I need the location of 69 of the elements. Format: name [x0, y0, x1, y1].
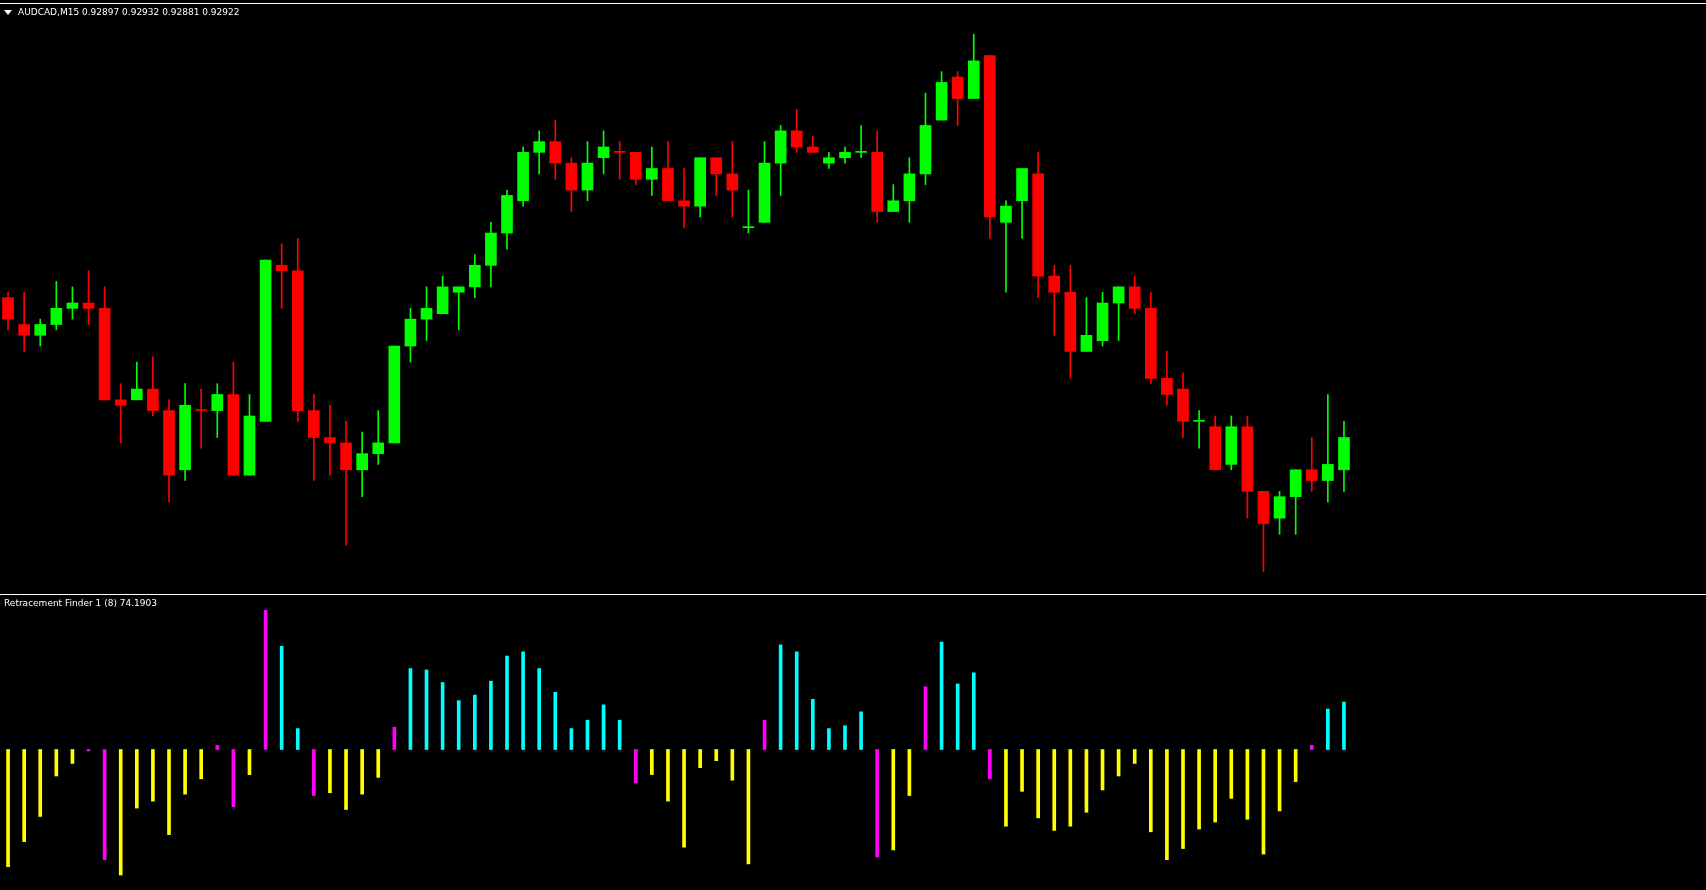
bar [875, 749, 880, 858]
bar [1342, 701, 1346, 750]
candlestick [324, 404, 336, 476]
bar [1229, 749, 1234, 799]
bar [199, 749, 204, 780]
candlestick [678, 168, 690, 229]
bar [134, 749, 139, 809]
bar [891, 749, 896, 851]
bar [698, 749, 702, 768]
candlestick [18, 291, 30, 352]
bar [1165, 749, 1169, 861]
candlestick [855, 125, 867, 159]
bar [714, 749, 719, 761]
bar [810, 698, 815, 750]
bar [295, 728, 300, 750]
bar [1052, 749, 1057, 831]
candlestick [1193, 410, 1205, 449]
bar [344, 749, 348, 810]
bar [6, 749, 10, 868]
candlestick [1000, 200, 1012, 293]
candlestick [114, 383, 127, 444]
bar [328, 749, 332, 794]
bar [553, 691, 558, 750]
bar [183, 749, 187, 795]
bar [151, 749, 155, 802]
chart-title: AUDCAD,M15 0.92897 0.92932 0.92881 0.92922 [18, 7, 240, 17]
candlestick [1048, 265, 1061, 336]
bar [472, 694, 477, 750]
bar [489, 680, 493, 750]
bar [650, 749, 654, 775]
bar [827, 728, 831, 750]
bar [1020, 749, 1024, 792]
candlestick [646, 146, 658, 196]
bar [633, 749, 638, 784]
candlestick [452, 286, 465, 331]
bar [376, 749, 381, 778]
bar [1181, 749, 1185, 849]
candlestick [372, 410, 385, 465]
bar [971, 672, 976, 750]
candlestick [195, 388, 208, 449]
bar [167, 749, 171, 835]
bar [38, 749, 43, 817]
bar [1132, 749, 1137, 764]
bar [537, 668, 542, 750]
bar [859, 711, 863, 750]
candlestick [1322, 394, 1334, 503]
bar [666, 749, 670, 802]
bar [521, 651, 525, 750]
bar [312, 749, 316, 796]
bar [1213, 749, 1218, 823]
bar [1148, 749, 1153, 833]
candlestick [1305, 437, 1318, 492]
bar [22, 749, 26, 842]
bar [988, 749, 992, 780]
bar [1036, 749, 1040, 819]
bar [1309, 744, 1314, 750]
bar [843, 725, 847, 750]
bar [794, 651, 799, 750]
bar [456, 700, 461, 750]
bar [682, 749, 686, 848]
bar [505, 655, 509, 750]
bar [1004, 749, 1008, 827]
candlestick [340, 421, 352, 546]
chart-title: Retracement Finder 1 (8) 74.1903 [4, 598, 157, 608]
bar [360, 749, 364, 795]
bar [1197, 749, 1201, 830]
bar [1326, 708, 1330, 750]
bar [215, 744, 220, 750]
bar [118, 749, 123, 876]
